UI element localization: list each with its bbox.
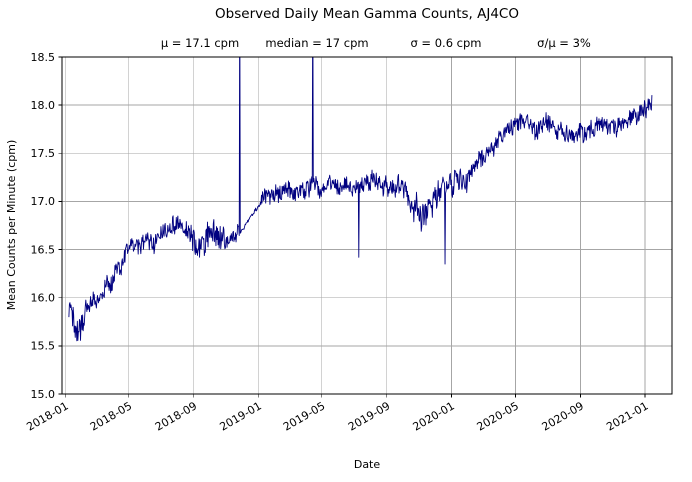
stat-mean: μ = 17.1 cpm — [161, 36, 239, 50]
x-tick-label: 2019-09 — [346, 399, 392, 433]
y-tick-label: 17.0 — [31, 195, 56, 208]
grid-lines — [62, 56, 672, 395]
x-tick-label: 2018-09 — [153, 399, 199, 433]
x-tick-label: 2021-01 — [604, 399, 650, 433]
y-tick-label: 18.0 — [31, 99, 56, 112]
x-tick-label: 2020-01 — [411, 399, 457, 433]
chart-title: Observed Daily Mean Gamma Counts, AJ4CO — [215, 6, 519, 22]
y-tick-label: 15.5 — [31, 340, 56, 353]
x-tick-label: 2019-01 — [217, 399, 263, 433]
x-tick-label: 2018-05 — [88, 399, 134, 433]
y-tick-label: 17.5 — [31, 147, 56, 160]
y-tick-label: 16.5 — [31, 243, 56, 256]
x-tick-label: 2019-05 — [281, 399, 327, 433]
gamma-counts-line — [68, 57, 653, 342]
x-tick-label: 2018-01 — [24, 399, 70, 433]
y-tick-label: 18.5 — [31, 51, 56, 64]
stat-sigma-over-mu: σ/μ = 3% — [537, 36, 591, 50]
stat-median: median = 17 cpm — [265, 36, 368, 50]
stat-sigma: σ = 0.6 cpm — [410, 36, 481, 50]
data-series-layer — [68, 57, 653, 342]
plot-border — [61, 56, 673, 395]
stats-line: μ = 17.1 cpm median = 17 cpm σ = 0.6 cpm… — [161, 36, 591, 50]
y-axis-label: Mean Counts per Minute (cpm) — [5, 140, 18, 311]
axis-ticks: 15.0 15.5 16.0 16.5 17.0 17.5 18.0 18.5 2018-01 2… — [24, 51, 650, 434]
y-tick-label: 15.0 — [31, 388, 56, 401]
plot-frame — [61, 56, 673, 395]
x-axis-label: Date — [354, 458, 381, 471]
x-tick-label: 2020-09 — [540, 399, 586, 433]
y-tick-label: 16.0 — [31, 292, 56, 305]
x-tick-label: 2020-05 — [475, 399, 521, 433]
